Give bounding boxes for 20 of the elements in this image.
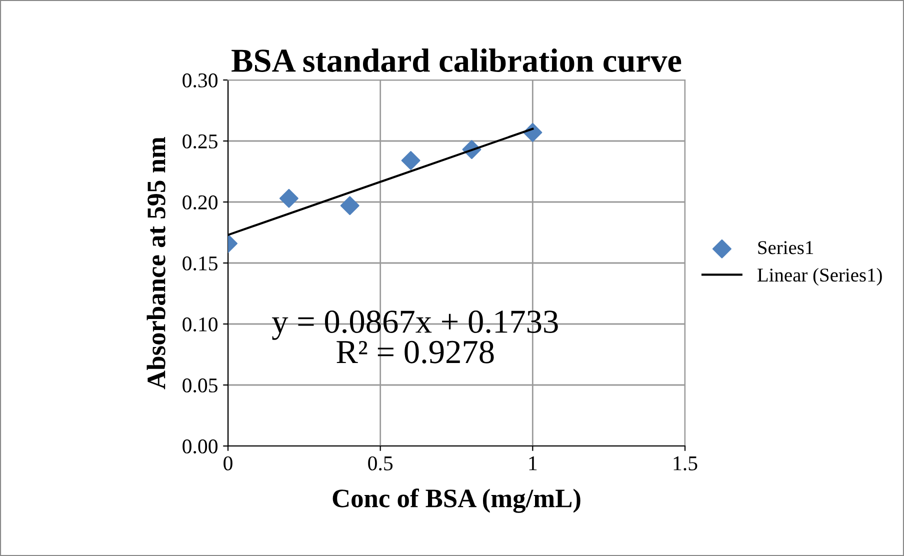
x-tick-label: 0.5: [368, 456, 393, 470]
point: [340, 196, 360, 216]
y-tick-label: 0.05: [182, 378, 218, 393]
x-axis-title: Conc of BSA (mg/mL): [332, 488, 580, 513]
point: [279, 188, 298, 208]
y-tick-label: 0.15: [182, 256, 218, 271]
y-tick-label: 0.25: [182, 134, 218, 149]
x-tick-label: 1: [529, 456, 537, 470]
chart-title: BSA standard calibration curve: [232, 48, 682, 72]
x-tick-label: 0: [224, 456, 232, 470]
y-axis-title: Absorbance at 595 nm: [146, 137, 166, 390]
y-tick-label: 0.00: [182, 439, 218, 454]
annotation: y = 0.0867x + 0.1733 R² = 0.9278: [272, 310, 558, 364]
legend-label: Linear (Series1): [758, 268, 882, 286]
point: [401, 151, 420, 170]
y-tick-label: 0.20: [182, 195, 218, 210]
legend-label: Series1: [758, 241, 814, 254]
y-tick-label: 0.30: [182, 73, 218, 88]
x-tick-label: 1.5: [674, 456, 698, 470]
y-tick-label: 0.10: [182, 317, 218, 332]
